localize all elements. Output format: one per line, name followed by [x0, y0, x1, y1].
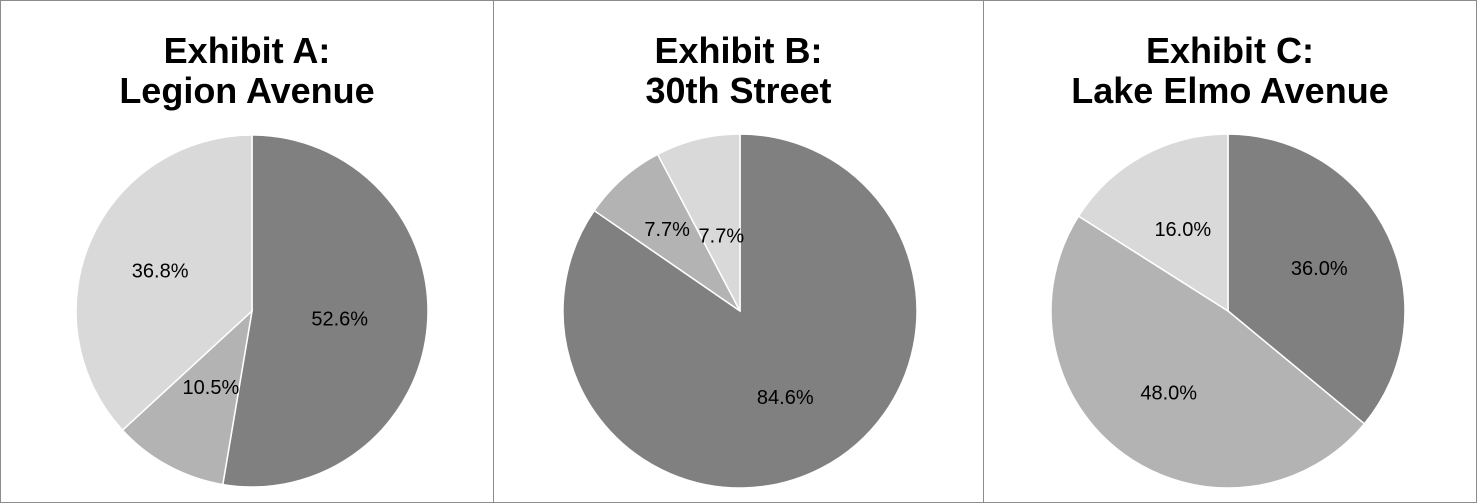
data-label-2: 10.5%	[183, 377, 240, 399]
chart-title: Exhibit C: Lake Elmo Avenue	[984, 31, 1476, 111]
chart-title: Exhibit A: Legion Avenue	[1, 31, 493, 111]
data-label-3: 16.0%	[1154, 219, 1211, 241]
pie-slice-3	[656, 133, 741, 312]
chart-title-line-1: Exhibit C:	[1146, 30, 1314, 71]
chart-title-line-2: Lake Elmo Avenue	[1071, 70, 1389, 111]
data-label-1: 84.6%	[757, 387, 814, 409]
pie-slice-2	[1050, 215, 1366, 489]
chart-panel-exhibit-a: Exhibit A: Legion Avenue 52.6% 10.5% 36.8%	[0, 0, 494, 503]
pie-slice-2	[121, 308, 254, 486]
chart-panel-exhibit-b: Exhibit B: 30th Street 84.6% 7.7% 7.7%	[493, 0, 984, 503]
pie-chart: 84.6% 7.7% 7.7%	[562, 133, 918, 489]
chart-title-line-2: Legion Avenue	[119, 70, 375, 111]
chart-title: Exhibit B: 30th Street	[494, 31, 983, 111]
pie-slice-3	[1077, 133, 1229, 313]
pie-chart: 52.6% 10.5% 36.8%	[75, 134, 429, 488]
chart-title-line-1: Exhibit A:	[163, 30, 331, 71]
data-label-2: 48.0%	[1140, 383, 1197, 405]
data-label-3: 36.8%	[132, 261, 189, 283]
chart-title-line-1: Exhibit B:	[654, 30, 823, 71]
pie-slice-3	[75, 134, 253, 432]
pie-slice-1	[221, 134, 429, 488]
pie-slice-1	[1227, 133, 1406, 425]
data-label-1: 52.6%	[311, 308, 368, 330]
chart-panel-exhibit-c: Exhibit C: Lake Elmo Avenue 36.0% 48.0% 16…	[983, 0, 1477, 503]
data-label-2: 7.7%	[644, 219, 690, 241]
chart-title-line-2: 30th Street	[645, 70, 832, 111]
data-label-1: 36.0%	[1291, 258, 1348, 280]
data-label-3: 7.7%	[699, 225, 745, 247]
pie-chart: 36.0% 48.0% 16.0%	[1050, 133, 1406, 489]
